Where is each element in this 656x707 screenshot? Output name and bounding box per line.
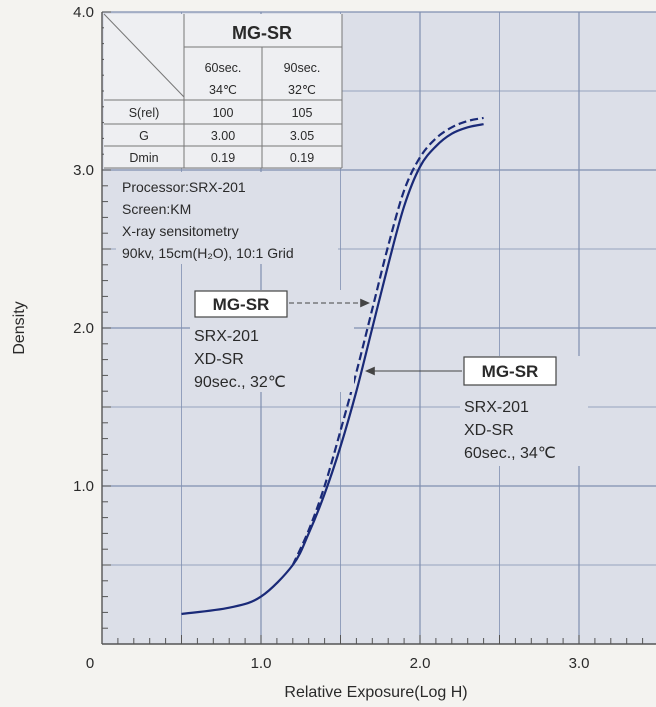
conditions-text: Processor:SRX-201 Screen:KM X-ray sensit… [122, 179, 294, 261]
annotation-solid: MG-SR SRX-201 XD-SR 60sec., 34℃ [364, 356, 588, 466]
table-cell: 0.19 [290, 151, 314, 165]
table-cell: 3.05 [290, 129, 314, 143]
table-row-label: Dmin [129, 151, 158, 165]
annotation-line: XD-SR [194, 351, 244, 368]
condition-line: X-ray sensitometry [122, 223, 239, 239]
x-tick-labels: 0 1.0 2.0 3.0 [86, 655, 590, 672]
series-line-dashed [291, 116, 484, 566]
table-row-label: G [139, 129, 149, 143]
annotation-title-box [194, 290, 288, 318]
condition-line: 90kv, 15cm(H₂O), 10:1 Grid [122, 245, 294, 261]
condition-line: Screen:KM [122, 201, 191, 217]
table-cell: 0.19 [211, 151, 235, 165]
annotation-dashed: MG-SR SRX-201 XD-SR 90sec., 32℃ [190, 290, 371, 392]
y-tick-label: 2.0 [73, 320, 94, 337]
annotation-title-box [463, 356, 557, 386]
properties-table: MG-SR 60sec. 34℃ 90sec. 32℃ S(rel) 100 1… [103, 13, 343, 169]
annotation-line: 90sec., 32℃ [194, 374, 286, 391]
y-tick-label: 4.0 [73, 4, 94, 21]
y-tick-label: 1.0 [73, 478, 94, 495]
table-cell: 3.00 [211, 129, 235, 143]
table-row-label: S(rel) [129, 106, 160, 120]
annotation-title: MG-SR [213, 295, 270, 314]
y-tick-labels: 1.0 2.0 3.0 4.0 [73, 4, 94, 495]
x-tick-label: 0 [86, 655, 94, 672]
x-tick-label: 2.0 [410, 655, 431, 672]
x-tick-label: 3.0 [569, 655, 590, 672]
annotation-line: SRX-201 [464, 399, 529, 416]
table-cell: 105 [292, 106, 313, 120]
annotation-title: MG-SR [482, 362, 539, 381]
annotation-line: 60sec., 34℃ [464, 445, 556, 462]
table-col1-head: 60sec. [205, 61, 242, 75]
table-cell: 100 [213, 106, 234, 120]
table-title: MG-SR [232, 23, 292, 43]
x-axis-title: Relative Exposure(Log H) [284, 684, 467, 701]
x-tick-label: 1.0 [251, 655, 272, 672]
series-line-solid [181, 123, 484, 616]
condition-line: Processor:SRX-201 [122, 179, 246, 195]
annotation-line: XD-SR [464, 422, 514, 439]
table-col1-temp: 34℃ [209, 83, 237, 97]
y-tick-label: 3.0 [73, 162, 94, 179]
table-col2-temp: 32℃ [288, 83, 316, 97]
y-axis-title: Density [11, 301, 28, 354]
annotation-line: SRX-201 [194, 328, 259, 345]
table-col2-head: 90sec. [284, 61, 321, 75]
